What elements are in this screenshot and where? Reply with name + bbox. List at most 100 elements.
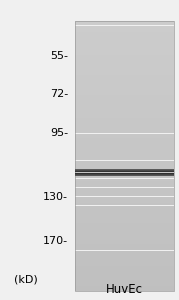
Bar — [75, 260, 174, 262]
Bar — [75, 190, 174, 192]
Bar — [75, 246, 174, 248]
Bar — [75, 145, 174, 147]
Bar — [75, 91, 174, 93]
Bar — [75, 26, 174, 28]
Bar — [75, 44, 174, 46]
Bar — [75, 100, 174, 102]
Bar — [75, 185, 174, 188]
Bar — [75, 64, 174, 66]
Bar — [75, 262, 174, 264]
Bar — [75, 55, 174, 57]
Bar — [75, 188, 174, 190]
Bar — [75, 250, 174, 253]
Bar — [75, 66, 174, 68]
Bar — [75, 255, 174, 257]
Bar — [75, 228, 174, 230]
Bar — [75, 273, 174, 275]
Bar — [75, 84, 174, 86]
Bar — [75, 118, 174, 120]
Bar — [75, 34, 174, 37]
Bar — [75, 210, 174, 212]
Bar — [75, 95, 174, 98]
Bar — [75, 239, 174, 242]
Bar — [75, 271, 174, 273]
Bar — [75, 257, 174, 260]
Text: HuvEc: HuvEc — [106, 283, 143, 296]
Bar — [75, 77, 174, 80]
Bar — [75, 120, 174, 122]
Bar — [75, 138, 174, 140]
Bar — [75, 203, 174, 206]
Bar — [75, 212, 174, 214]
Bar — [75, 59, 174, 61]
Bar — [75, 284, 174, 286]
Bar — [75, 104, 174, 106]
Bar — [75, 70, 174, 73]
Bar — [75, 39, 174, 41]
Bar — [75, 278, 174, 280]
Bar — [75, 134, 174, 136]
Bar — [75, 221, 174, 224]
Bar — [75, 194, 174, 196]
Bar — [75, 244, 174, 246]
Bar — [75, 264, 174, 266]
Bar — [75, 30, 174, 32]
Bar — [75, 174, 174, 176]
Bar — [75, 142, 174, 145]
Text: 95-: 95- — [50, 128, 68, 139]
Bar — [75, 248, 174, 250]
Bar — [75, 147, 174, 149]
Bar — [75, 140, 174, 142]
Bar — [75, 131, 174, 134]
Text: 130-: 130- — [43, 191, 68, 202]
Bar — [75, 68, 174, 70]
Bar — [75, 82, 174, 84]
Bar — [75, 122, 174, 124]
Bar — [75, 136, 174, 138]
Bar — [75, 116, 174, 118]
Bar — [75, 46, 174, 48]
Bar — [75, 282, 174, 284]
Bar — [75, 21, 174, 23]
Bar — [75, 41, 174, 43]
Bar — [75, 242, 174, 244]
Bar — [75, 178, 174, 181]
Bar — [75, 98, 174, 100]
Bar — [75, 50, 174, 52]
Bar — [75, 52, 174, 55]
Bar — [75, 289, 174, 291]
Bar — [75, 253, 174, 255]
Bar — [75, 172, 174, 174]
Text: 72-: 72- — [50, 89, 68, 100]
Text: (kD): (kD) — [14, 274, 38, 284]
Bar — [75, 181, 174, 183]
Bar — [75, 208, 174, 210]
Bar — [75, 75, 174, 77]
Bar — [75, 158, 174, 160]
Bar — [75, 48, 174, 50]
Bar — [75, 286, 174, 289]
Bar — [75, 201, 174, 203]
Bar — [75, 196, 174, 199]
Bar — [75, 280, 174, 282]
Bar — [75, 154, 174, 156]
Bar — [75, 106, 174, 109]
Bar — [75, 206, 174, 208]
Bar — [75, 73, 174, 75]
Bar — [75, 219, 174, 221]
Bar — [75, 61, 174, 64]
Bar — [75, 127, 174, 129]
Bar — [75, 224, 174, 226]
Bar — [75, 124, 174, 127]
Bar — [75, 80, 174, 82]
Bar — [75, 217, 174, 219]
Bar — [75, 183, 174, 185]
Bar — [75, 37, 174, 39]
Bar — [75, 214, 174, 217]
Bar — [75, 165, 174, 167]
Bar — [75, 149, 174, 152]
Bar — [75, 113, 174, 116]
Bar — [75, 28, 174, 30]
Bar — [75, 163, 174, 165]
Bar — [75, 268, 174, 271]
